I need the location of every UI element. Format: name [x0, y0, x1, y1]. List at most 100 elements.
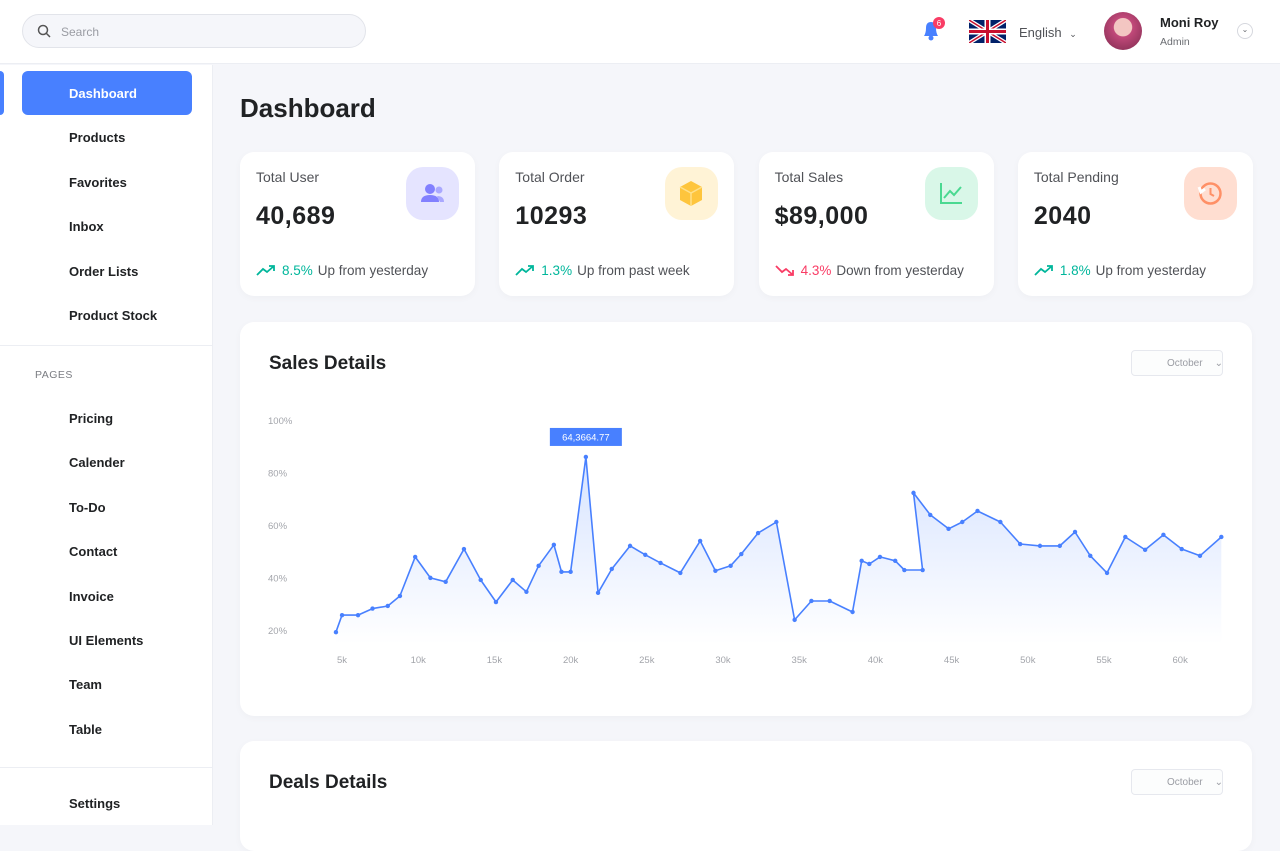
panel-title: Sales Details: [269, 353, 387, 374]
month-filter[interactable]: October ⌄: [1131, 769, 1223, 795]
filter-label: October: [1167, 358, 1203, 369]
point: [792, 617, 797, 623]
month-filter[interactable]: October ⌄: [1131, 350, 1223, 376]
point: [1123, 534, 1128, 540]
point: [370, 606, 375, 611]
point: [397, 593, 403, 599]
point: [478, 577, 483, 583]
stat-card: Total Order 10293 1.3% Up from past week: [499, 152, 735, 296]
stat-value: 2040: [1033, 202, 1092, 230]
point: [728, 563, 733, 569]
sales-panel: Sales Details October ⌄ 20% 40% 60% 80% 100% 5…: [240, 322, 1252, 716]
stat-label: Total Pending: [1033, 169, 1119, 185]
point: [1088, 553, 1093, 559]
section-title: PAGES: [35, 369, 73, 381]
notification-count: 6: [937, 19, 942, 28]
icon-graphic: [421, 184, 444, 202]
notification-bell[interactable]: 6: [918, 16, 948, 46]
point: [510, 577, 515, 583]
line-chart: 20% 40% 60% 80% 100% 5k 10k 15k 20k 25k 30k 35k 40k 4…: [268, 416, 1224, 666]
point: [678, 570, 683, 576]
nav-item[interactable]: Dashboard: [22, 71, 192, 115]
filter-label: October: [1167, 777, 1203, 788]
change-value: 8.5%: [282, 263, 313, 278]
active-indicator: [0, 71, 4, 115]
avatar[interactable]: [1104, 12, 1142, 50]
point: [428, 575, 433, 581]
nav-item[interactable]: Products: [69, 130, 126, 146]
panel-title: Deals Details: [269, 772, 388, 793]
user-name: Moni Roy: [1160, 15, 1219, 30]
point: [536, 563, 541, 569]
point: [809, 598, 814, 604]
x-tick-label: 10k: [411, 655, 427, 666]
sidebar: Dashboard Products Favorites Inbox Order Lis…: [0, 65, 213, 825]
point: [568, 569, 573, 575]
point: [893, 558, 898, 564]
deals-panel: Deals Details October ⌄: [240, 741, 1252, 851]
point: [827, 598, 832, 604]
point: [1161, 532, 1166, 538]
change-text: Up from past week: [577, 263, 690, 278]
nav-item[interactable]: Pricing: [69, 411, 114, 426]
tooltip: [549, 427, 622, 446]
nav-item[interactable]: Order Lists: [69, 263, 139, 279]
stat-change: 1.3% Up from past week: [515, 263, 690, 278]
user-menu[interactable]: ⌄: [1237, 23, 1253, 39]
nav-item[interactable]: Table: [69, 721, 102, 737]
x-tick-label: 40k: [868, 655, 884, 666]
divider: [0, 767, 213, 768]
search-icon: [37, 24, 51, 38]
tooltip-text: 64,3664.77: [562, 432, 610, 443]
nav-item[interactable]: Product Stock: [69, 308, 158, 323]
y-tick-label: 100%: [268, 416, 293, 427]
y-tick-label: 60%: [268, 521, 288, 532]
point: [946, 526, 951, 532]
stat-value: $89,000: [774, 202, 869, 230]
nav-item[interactable]: Calender: [69, 455, 125, 471]
point: [911, 490, 916, 496]
nav-item[interactable]: Contact: [69, 544, 118, 560]
search-input[interactable]: Search: [22, 14, 366, 48]
point: [1104, 570, 1110, 576]
nav-item[interactable]: Favorites: [69, 174, 127, 190]
stat-change: 4.3% Down from yesterday: [774, 263, 964, 278]
x-tick-label: 30k: [715, 655, 731, 666]
trend-icon: [515, 265, 535, 276]
nav-item[interactable]: Settings: [69, 796, 121, 811]
point: [559, 569, 564, 575]
point: [643, 552, 648, 557]
nav-item[interactable]: To-Do: [69, 499, 106, 515]
nav-item[interactable]: Inbox: [69, 219, 104, 235]
stat-icon: [406, 167, 459, 220]
nav-item[interactable]: UI Elements: [69, 633, 144, 648]
y-tick-label: 80%: [268, 468, 288, 479]
point: [627, 543, 633, 549]
top-bar: Search 6 English ⌄ Moni Roy Admin ⌄: [0, 0, 1280, 64]
stat-change: 1.8% Up from yesterday: [1034, 263, 1206, 278]
point: [385, 603, 390, 609]
point: [658, 560, 663, 566]
point: [1142, 547, 1148, 553]
point: [551, 542, 557, 548]
nav-item[interactable]: Invoice: [69, 588, 114, 604]
point: [1219, 534, 1224, 540]
x-tick-label: 25k: [639, 655, 655, 666]
point: [1197, 553, 1203, 559]
trend-icon: [1034, 265, 1053, 276]
language-selector[interactable]: English ⌄: [1019, 25, 1077, 40]
point: [583, 454, 589, 460]
point: [1179, 546, 1184, 552]
y-tick-label: 20%: [268, 626, 288, 637]
point: [902, 567, 907, 573]
change-text: Up from yesterday: [317, 263, 429, 278]
nav-item[interactable]: Team: [69, 677, 102, 693]
point: [755, 530, 761, 536]
point: [867, 561, 872, 567]
point: [928, 512, 933, 518]
change-value: 4.3%: [800, 263, 832, 278]
icon-graphic: [939, 183, 962, 204]
user-role: Admin: [1160, 36, 1190, 48]
point: [1057, 543, 1062, 549]
point: [524, 589, 529, 594]
